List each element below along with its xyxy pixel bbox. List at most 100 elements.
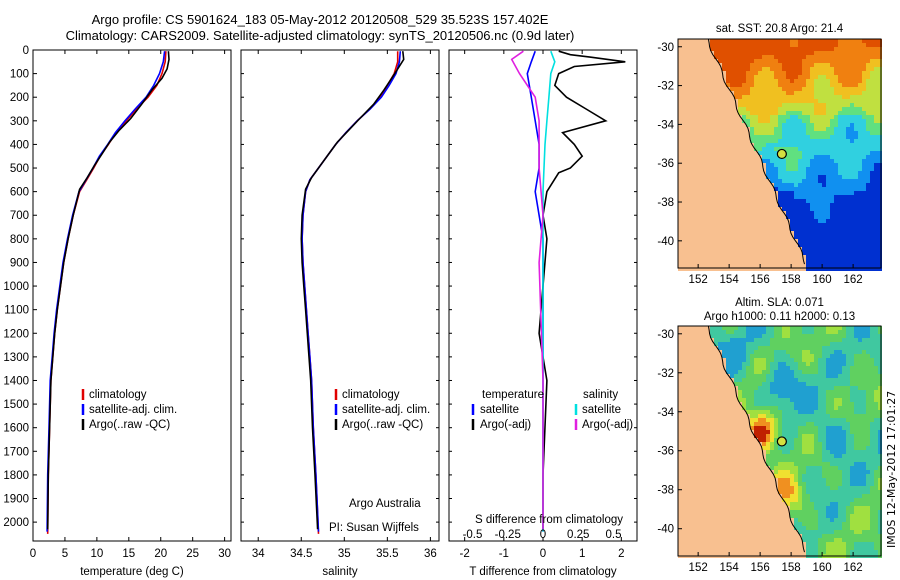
map-cell — [730, 115, 734, 119]
map-cell — [858, 51, 862, 55]
map-cell — [698, 243, 702, 247]
map-cell — [786, 438, 790, 442]
map-cell — [722, 498, 726, 502]
map-cell — [722, 374, 726, 378]
map-cell — [790, 486, 794, 490]
map-cell — [830, 159, 834, 163]
map-cell — [874, 91, 878, 95]
map-cell — [794, 183, 798, 187]
map-cell — [786, 87, 790, 91]
map-cell — [790, 187, 794, 191]
map-cell — [778, 79, 782, 83]
map-cell — [762, 394, 766, 398]
map-cell — [730, 346, 734, 350]
map-cell — [810, 183, 814, 187]
map-cell — [766, 43, 770, 47]
map-cell — [730, 107, 734, 111]
map-cell — [850, 191, 854, 195]
map-cell — [782, 374, 786, 378]
map-cell — [734, 426, 738, 430]
map-cell — [686, 534, 690, 538]
map-cell — [746, 227, 750, 231]
map-cell — [746, 147, 750, 151]
map-cell — [722, 47, 726, 51]
map-cell — [854, 83, 858, 87]
map-cell — [730, 191, 734, 195]
map-cell — [790, 223, 794, 227]
map-cell — [746, 171, 750, 175]
map-cell — [838, 263, 842, 267]
map-cell — [762, 506, 766, 510]
map-cell — [754, 418, 758, 422]
map-cell — [822, 91, 826, 95]
map-cell — [750, 259, 754, 263]
map-cell — [730, 203, 734, 207]
map-cell — [762, 434, 766, 438]
map-cell — [790, 43, 794, 47]
map-cell — [818, 135, 822, 139]
map-cell — [850, 195, 854, 199]
map-cell — [738, 502, 742, 506]
map-cell — [818, 251, 822, 255]
map-cell — [738, 99, 742, 103]
map-cell — [822, 79, 826, 83]
map-cell — [710, 354, 714, 358]
map-cell — [706, 147, 710, 151]
map-cell — [794, 143, 798, 147]
map-cell — [758, 187, 762, 191]
map-cell — [694, 63, 698, 67]
map-cell — [818, 167, 822, 171]
map-cell — [850, 151, 854, 155]
map-cell — [858, 175, 862, 179]
map-cell — [742, 155, 746, 159]
map-cell — [862, 219, 866, 223]
map-cell — [702, 187, 706, 191]
map-cell — [678, 362, 682, 366]
map-xtick-label: 156 — [751, 274, 770, 286]
map-cell — [726, 247, 730, 251]
map-cell — [738, 338, 742, 342]
map-cell — [786, 390, 790, 394]
legend-label: climatology — [342, 389, 400, 401]
map-cell — [702, 203, 706, 207]
map-cell — [818, 103, 822, 107]
map-cell — [858, 219, 862, 223]
map-cell — [854, 155, 858, 159]
map-cell — [682, 458, 686, 462]
map-cell — [758, 510, 762, 514]
map-cell — [790, 243, 794, 247]
map-cell — [798, 494, 802, 498]
map-cell — [706, 482, 710, 486]
map-cell — [758, 374, 762, 378]
map-cell — [698, 534, 702, 538]
map-cell — [870, 103, 874, 107]
map-cell — [722, 207, 726, 211]
map-cell — [746, 263, 750, 267]
map-cell — [782, 127, 786, 131]
map-cell — [690, 171, 694, 175]
map-cell — [858, 251, 862, 255]
map-cell — [706, 259, 710, 263]
map-cell — [686, 111, 690, 115]
map-cell — [758, 267, 762, 271]
map-cell — [866, 207, 870, 211]
map-cell — [862, 231, 866, 235]
map-cell — [690, 75, 694, 79]
map-cell — [730, 127, 734, 131]
map-cell — [782, 123, 786, 127]
map-cell — [746, 247, 750, 251]
map-cell — [718, 550, 722, 554]
ytick-label: 1600 — [3, 423, 29, 435]
map-cell — [858, 167, 862, 171]
map-cell — [750, 470, 754, 474]
map-cell — [810, 243, 814, 247]
map-cell — [730, 422, 734, 426]
map-cell — [682, 47, 686, 51]
map-cell — [730, 410, 734, 414]
map-cell — [850, 255, 854, 259]
map-cell — [718, 79, 722, 83]
map-cell — [706, 39, 710, 43]
map-cell — [850, 59, 854, 63]
map-cell — [690, 259, 694, 263]
map-cell — [698, 75, 702, 79]
